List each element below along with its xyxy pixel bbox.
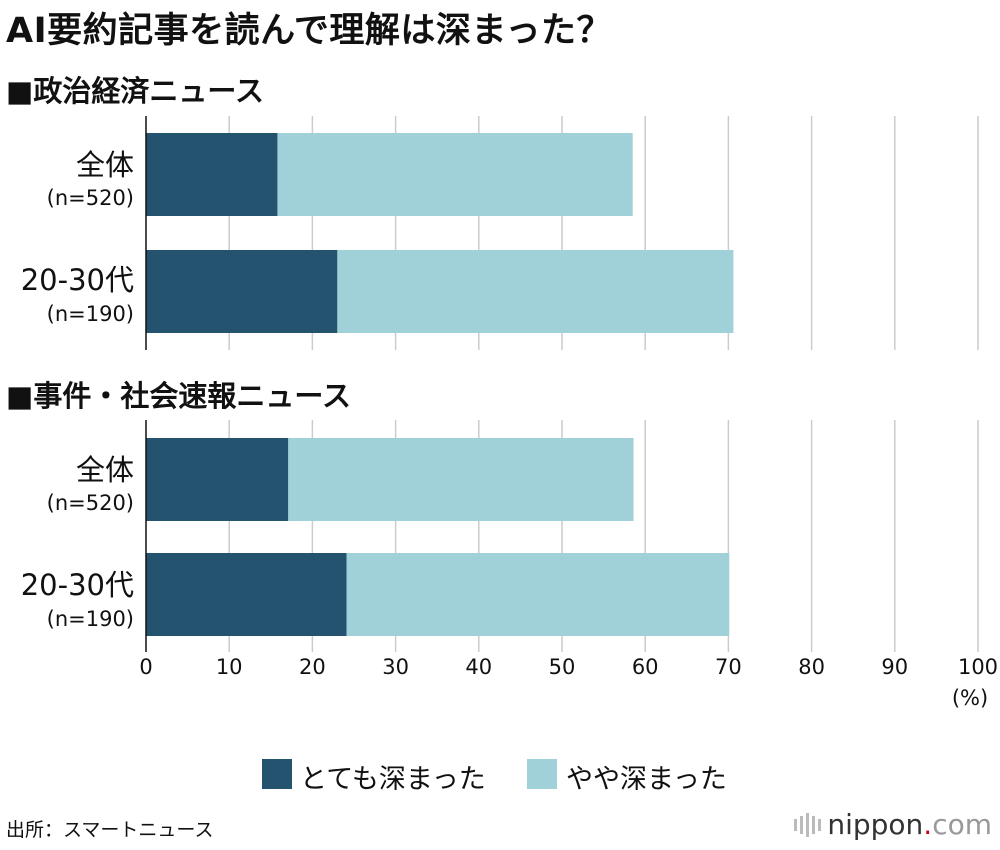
bar-segment [346,553,730,636]
x-tick-label: 70 [715,655,742,679]
x-tick-label: 20 [299,655,326,679]
category-label: 20-30代 [20,263,134,297]
bar-segment [146,438,289,521]
bar-segment [146,250,338,333]
logo-name: nippon [827,808,924,841]
source-note: 出所：スマートニュース [6,819,214,841]
x-tick-label: 30 [382,655,409,679]
x-tick-label: 10 [215,655,243,679]
x-tick-label: 100 [957,655,999,679]
legend-swatch-somewhat [527,759,557,789]
category-label: 20-30代 [20,568,134,602]
category-label: 全体 [75,453,134,487]
category-sample-size: (n=520) [46,491,134,515]
category-sample-size: (n=520) [46,186,134,210]
bar-segment [337,250,734,333]
bar-segment [146,553,347,636]
x-tick-label: 60 [631,655,659,679]
x-axis-unit: (%) [951,686,989,710]
x-tick-label: 80 [798,655,825,679]
legend-swatch-very [262,759,292,789]
x-tick-label: 0 [139,655,153,679]
nippon-logo: nippon. com [794,808,992,841]
bar-segment [146,133,278,216]
x-tick-label: 40 [465,655,493,679]
bar-segment [277,133,633,216]
category-sample-size: (n=190) [46,607,134,631]
x-tick-label: 50 [548,655,576,679]
logo-bars-icon [794,812,822,837]
category-label: 全体 [75,148,134,182]
legend-label-somewhat: やや深まった [566,764,727,795]
category-sample-size: (n=190) [46,302,134,326]
section-title-incidents: ■事件・社会速報ニュース [6,379,351,413]
logo-dot: . [923,808,933,841]
chart-title: AI要約記事を読んで理解は深まった？ [6,11,612,51]
x-tick-label: 90 [881,655,909,679]
logo-suffix: com [932,808,992,841]
legend-label-very: とても深まった [300,764,486,795]
bar-segment [288,438,634,521]
section-title-politics: ■政治経済ニュース [6,74,264,108]
